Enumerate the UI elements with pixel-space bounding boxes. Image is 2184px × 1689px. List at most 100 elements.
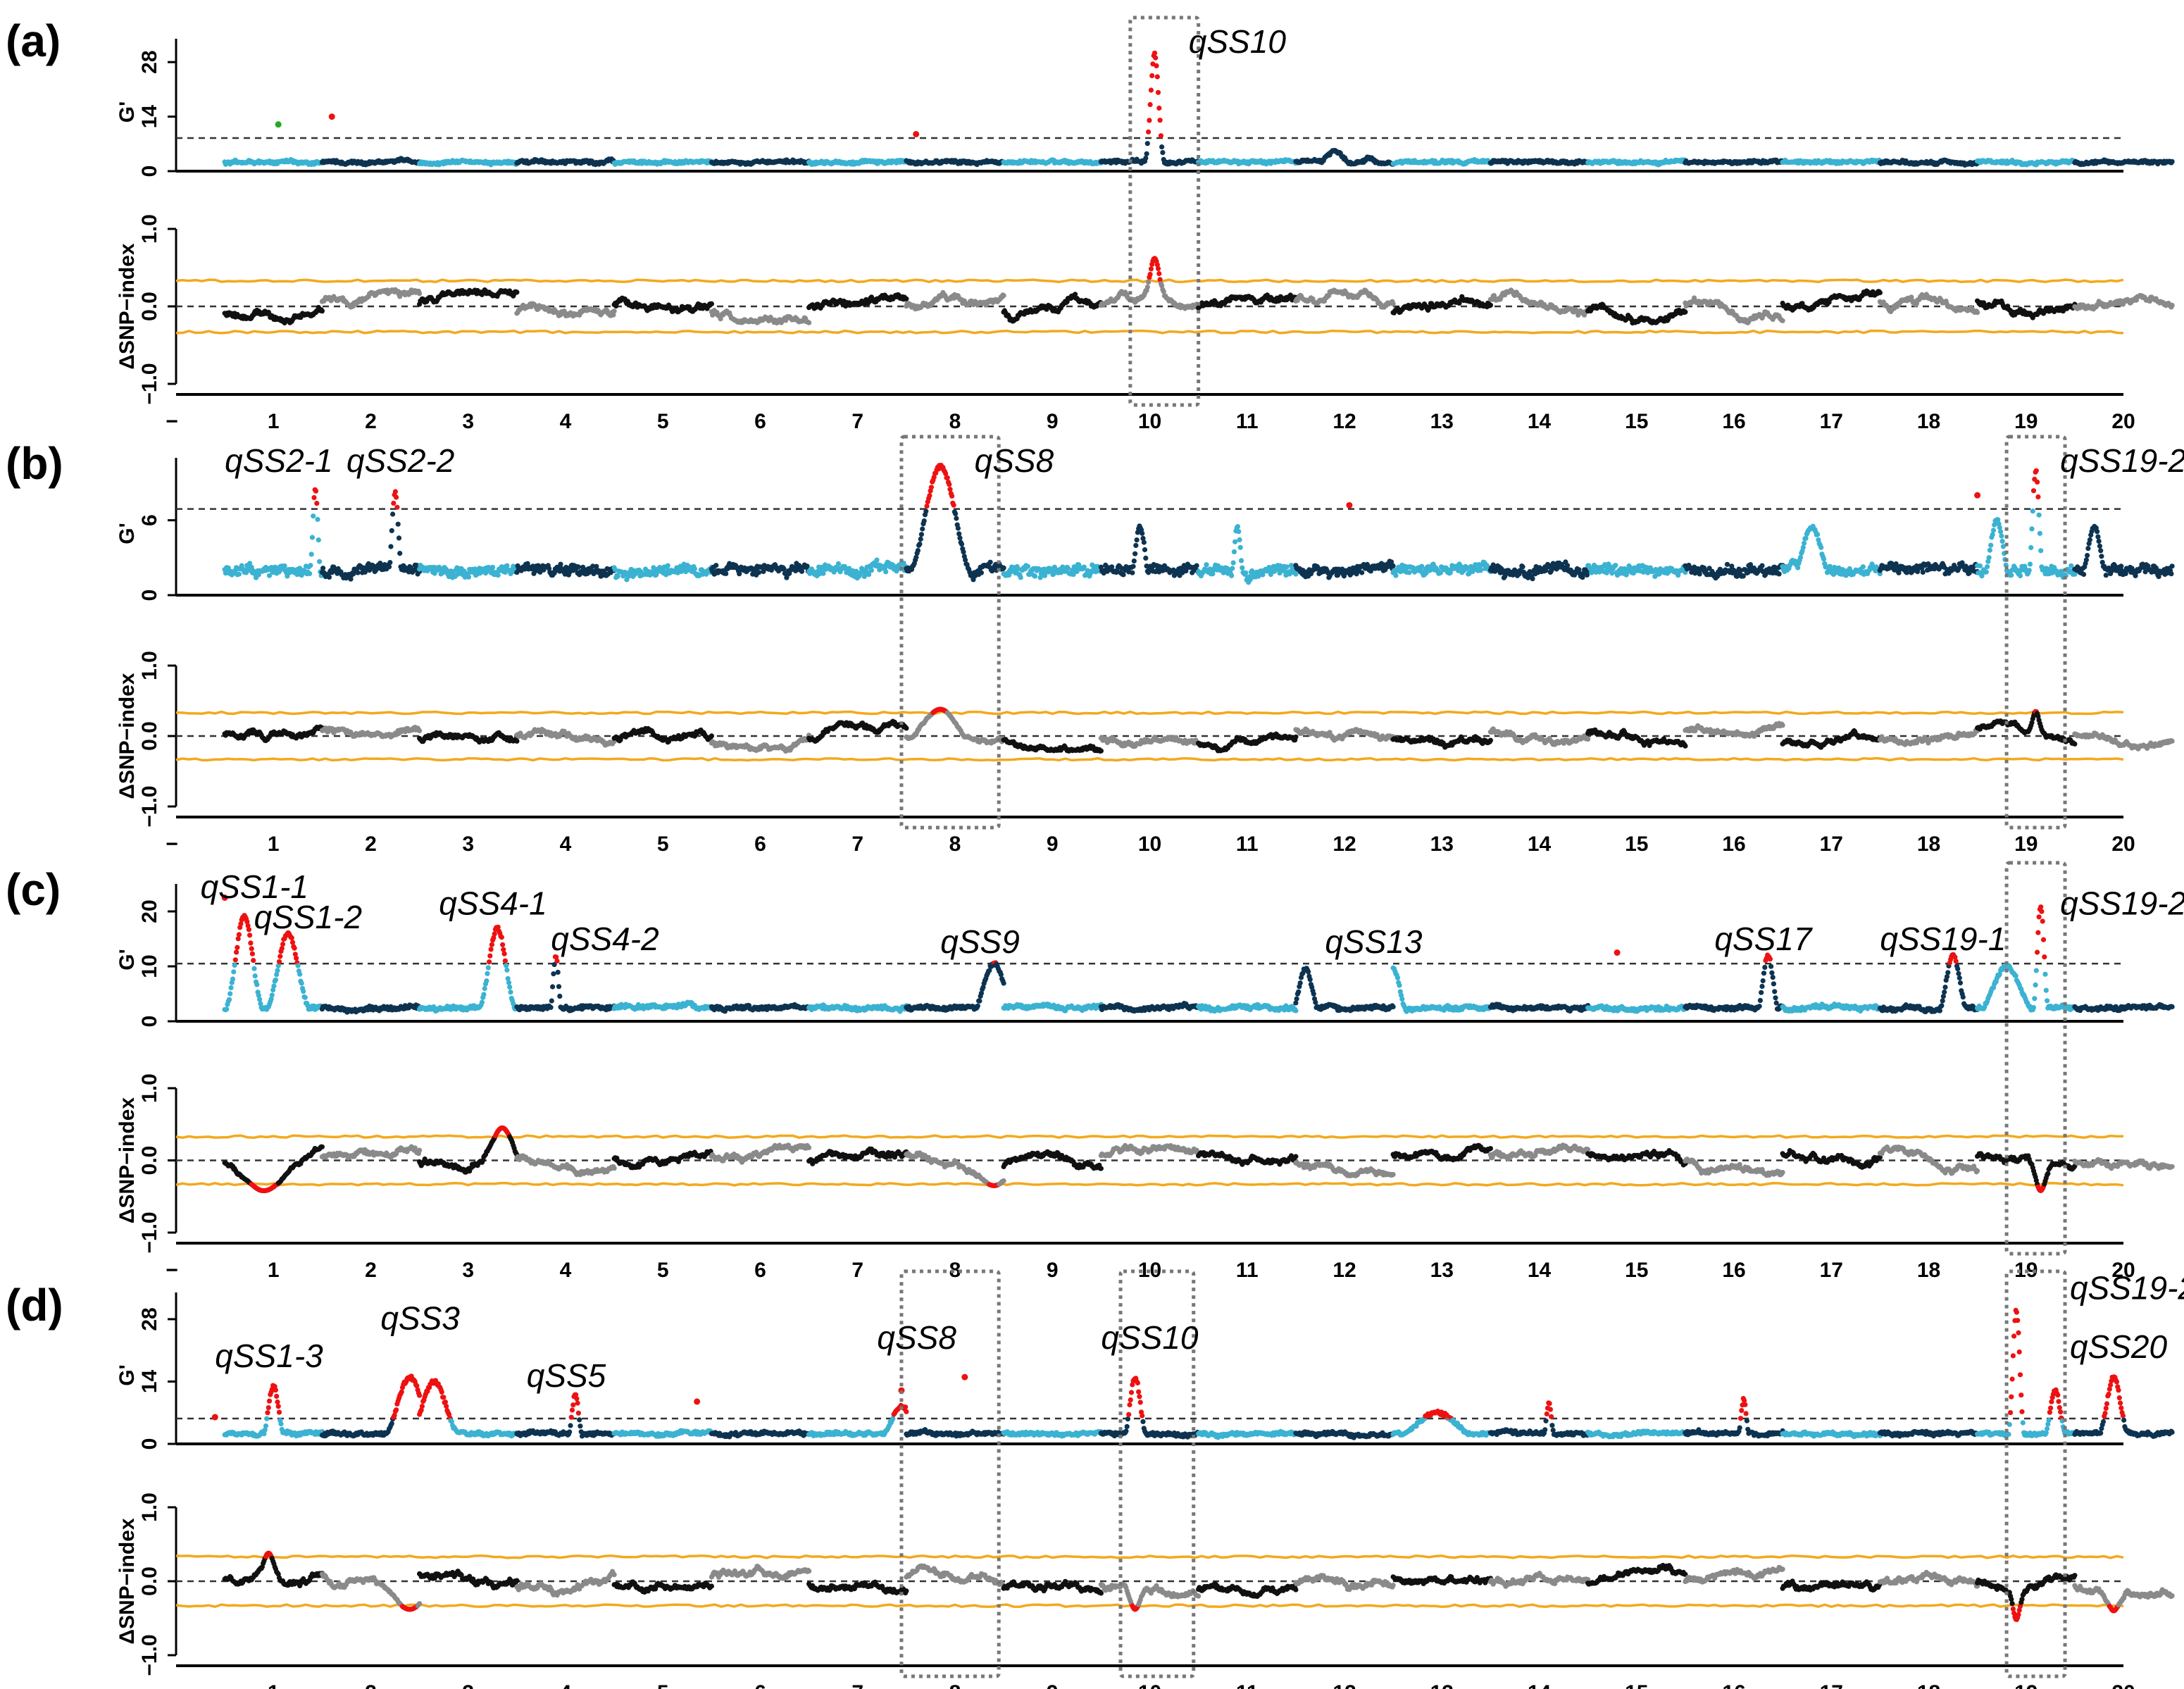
chromosome-tick-label: 12 [1333,410,1356,433]
g-point [308,563,313,568]
g-point [490,564,496,571]
g-point [387,560,393,566]
g-point [396,535,402,541]
g-point [307,571,313,577]
g-point [388,544,394,549]
g-point [1148,87,1154,93]
s-ytick-label: 0.0 [138,292,161,321]
g-point [1159,144,1165,150]
s-point [514,289,520,295]
s-point [1147,271,1153,278]
g-ytick-label: 0 [138,166,161,177]
g-point [1154,63,1159,68]
chromosome-tick-label: 17 [1820,410,1843,433]
g-point [1144,141,1150,147]
g-point [391,500,397,506]
s-point [319,308,325,314]
chromosome-tick-label: 3 [462,410,474,433]
s-ytick-label: −1.0 [138,363,161,404]
g-point [1158,133,1163,139]
g-point [392,489,399,494]
g-point [615,573,620,579]
g-point [1147,101,1153,108]
chromosome-tick-label: 13 [1430,410,1454,433]
g-point [389,528,394,534]
g-points [222,50,2175,168]
g-point [2169,158,2175,164]
chromosome-tick-label: 15 [1625,410,1648,433]
s-point [1487,302,1493,308]
s-point [1683,309,1688,315]
g-point [1149,73,1155,79]
g-point [314,501,320,506]
g-point [311,513,316,519]
g-outlier-point [328,113,335,120]
chromosome-tick-label: 19 [2014,410,2038,433]
panel-label: (b) [6,438,63,489]
s-ylabel: ΔSNP−index [116,243,139,369]
g-point [313,488,319,494]
g-points [222,463,2175,585]
chromosome-tick-label: 6 [754,410,766,433]
chromosome-tick-label: 2 [365,410,377,433]
g-ytick-label: 14 [138,105,161,129]
chromosome-tick-label: 16 [1722,410,1745,433]
g-point [665,563,670,568]
s-ytick-label: 1.0 [138,214,161,244]
chromosome-tick-label: 5 [657,410,669,433]
g-point [394,504,400,510]
s-point [1148,266,1154,272]
s-point [1155,266,1161,271]
s-point [1877,290,1883,296]
chromosome-tick-label: 14 [1528,410,1552,433]
s-lower-threshold [175,329,2124,335]
s-point [1156,270,1162,277]
s-point [904,296,909,301]
g-point [390,511,396,517]
g-ytick-label: 28 [138,50,161,73]
chromosome-tick-label: 11 [1236,410,1259,433]
s-point [611,308,617,314]
g-point [575,564,582,570]
chromosome-tick-label: 7 [851,410,863,433]
g-point [1156,105,1162,111]
s-point [1161,289,1166,294]
g-point [558,561,563,567]
g-point [394,494,399,500]
g-point [1157,118,1163,123]
g-point [320,566,326,571]
g-point [311,494,317,501]
g-outlier-point [913,130,920,137]
g-point [1146,129,1152,135]
chromosome-tick-label: 20 [2111,410,2135,433]
qtl-label: qSS10 [1189,23,1287,60]
g-point [1155,89,1161,95]
g-point [1143,155,1149,161]
s-point [1146,280,1152,285]
s-point [1001,293,1006,299]
chromosome-tick-label: 10 [1138,410,1161,433]
qtl-highlight-box [1128,15,1201,407]
g-point [1160,150,1166,156]
g-point [308,551,314,557]
g-ytick-label: 0 [138,590,161,602]
g-point [495,573,501,578]
g-point [326,574,332,580]
g-point [282,563,287,569]
g-point [466,574,472,580]
g-point [1153,55,1159,61]
g-point [1152,50,1158,56]
g-ytick-label: 6 [138,514,161,526]
chromosome-tick-label: 1 [268,410,280,433]
s-point [1390,301,1396,306]
g-point [386,564,392,570]
s-point [709,301,715,306]
s-point [806,320,812,325]
g-point [1147,118,1152,123]
g-point [1154,74,1160,80]
g-point [355,570,361,575]
g-point [316,537,321,543]
